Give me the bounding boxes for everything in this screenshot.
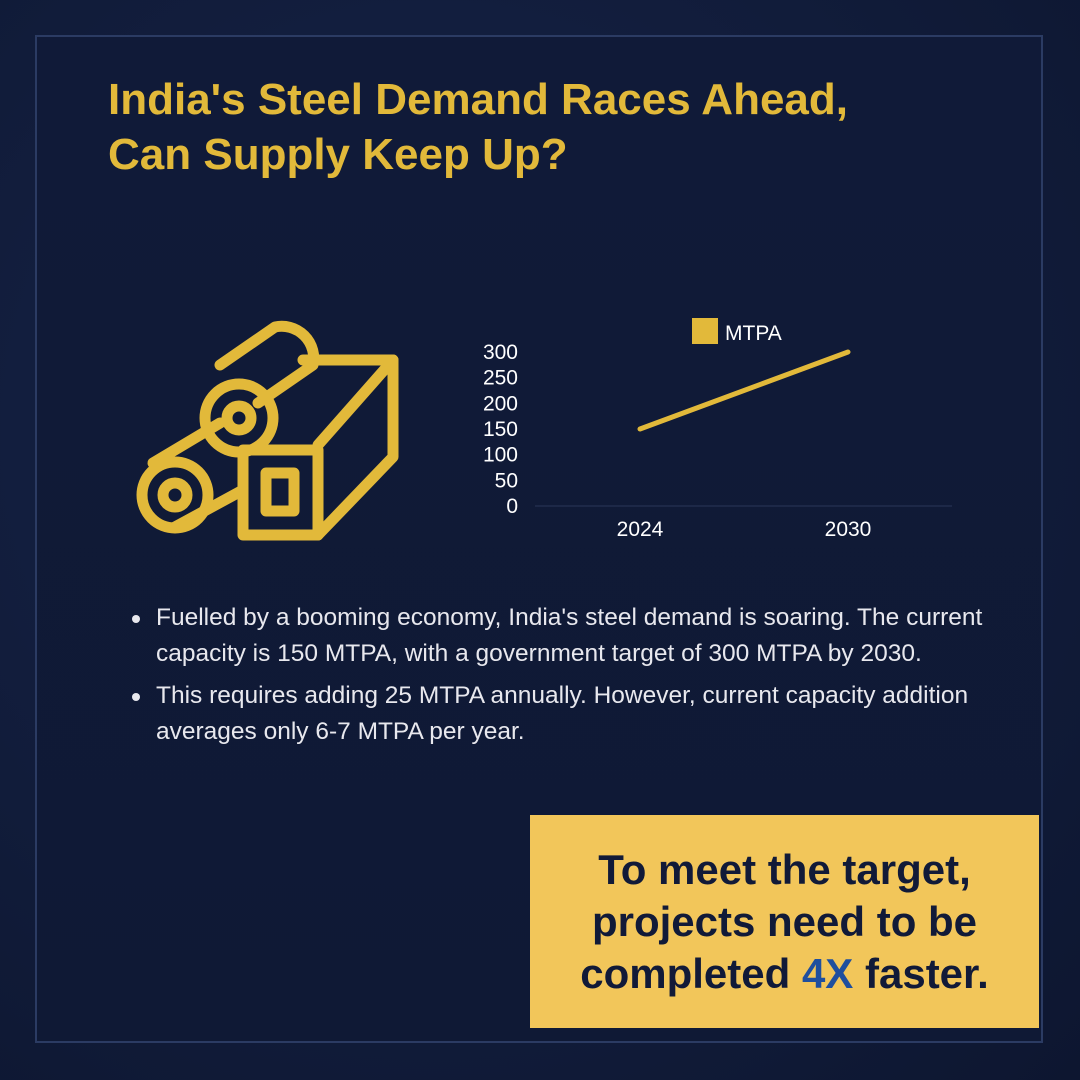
series-line — [637, 349, 851, 432]
bullet-item-2: This requires adding 25 MTPA annually. H… — [130, 678, 1010, 750]
x-tick-label: 2024 — [617, 518, 664, 541]
steel-rolls-and-beam-icon — [136, 320, 399, 541]
legend-swatch — [692, 318, 718, 344]
bullet-list: Fuelled by a booming economy, India's st… — [130, 600, 1010, 756]
beam-front-inset — [260, 467, 300, 517]
lower-roll-core — [157, 477, 193, 513]
lower-roll-body — [147, 417, 226, 469]
callout-line-1: To meet the target, — [598, 845, 971, 893]
y-tick-label: 200 — [483, 392, 518, 415]
callout-highlight: 4X — [801, 949, 854, 997]
beam-front — [237, 444, 324, 541]
y-tick-label: 250 — [483, 367, 518, 390]
beam-top — [297, 354, 399, 451]
lower-roll-end — [136, 456, 214, 534]
callout-line-3-prefix: completed — [580, 949, 802, 997]
title-line-1: India's Steel Demand Races Ahead, — [108, 75, 848, 124]
callout-line-2: projects need to be — [591, 897, 978, 945]
beam-side — [312, 354, 399, 541]
y-tick-label: 100 — [483, 444, 518, 467]
x-axis-ticks: 2024 2030 — [617, 518, 872, 541]
x-tick-label: 2030 — [825, 518, 872, 541]
callout-line-3: completed 4X faster. — [580, 948, 989, 1000]
callout-line-3-suffix: faster. — [853, 949, 989, 997]
callout-text: To meet the target, projects need to be … — [580, 844, 989, 1000]
title-line-2: Can Supply Keep Up? — [108, 130, 568, 179]
callout-box: To meet the target, projects need to be … — [530, 815, 1039, 1028]
bullet-item-1: Fuelled by a booming economy, India's st… — [130, 600, 1010, 672]
y-tick-label: 50 — [495, 469, 518, 492]
upper-roll-end — [199, 378, 279, 458]
page-title: India's Steel Demand Races Ahead, Can Su… — [108, 72, 968, 182]
series-lines — [637, 349, 851, 432]
y-tick-label: 300 — [483, 341, 518, 364]
y-tick-label: 0 — [506, 495, 518, 518]
upper-roll-core — [221, 400, 257, 436]
legend-label: MTPA — [725, 322, 782, 345]
y-tick-label: 150 — [483, 418, 518, 441]
